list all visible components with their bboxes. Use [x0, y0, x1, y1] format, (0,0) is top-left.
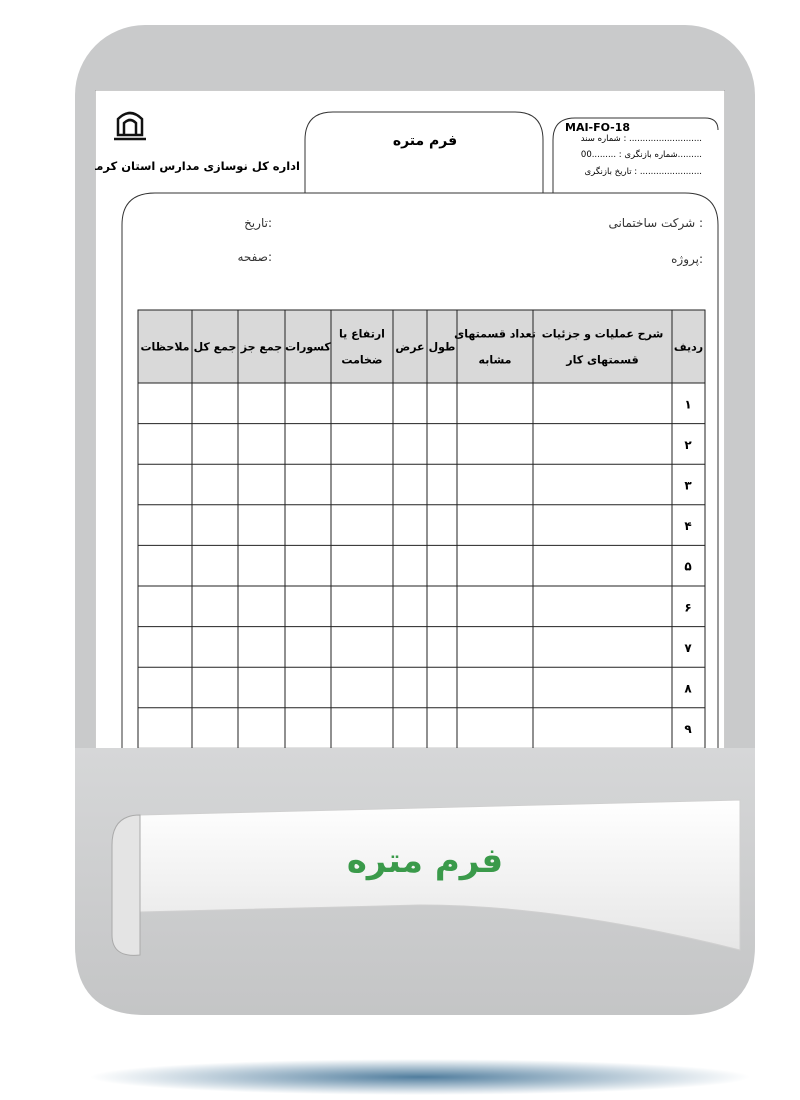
column-header: جمع جز [240, 341, 282, 354]
revision-date: تاریخ بازنگری : ....................... [585, 166, 703, 177]
paper: اداره کل نوسازی مدارس استان کرمان فرم مت… [82, 90, 725, 750]
banner-label: فرم متره [347, 841, 503, 881]
row-number: ۳ [684, 479, 692, 493]
column-header: مشابه [479, 354, 512, 367]
title-tab [304, 111, 544, 193]
column-header: جمع کل [194, 341, 237, 354]
column-header: شرح عملیات و جزئیات [542, 328, 664, 341]
page-field: صفحه: [238, 250, 273, 264]
form-title: فرم متره [393, 133, 457, 149]
column-header: تعداد قسمتهای [454, 328, 536, 341]
organization: اداره کل نوسازی مدارس استان کرمان [82, 159, 300, 174]
form-border [121, 192, 719, 750]
column-header: کسورات [285, 341, 331, 354]
row-number: ۶ [684, 600, 691, 614]
ribbon [139, 799, 741, 951]
revision-number: شماره بازنگری : .........00......... [581, 149, 702, 160]
logo [114, 111, 146, 141]
company-field: شرکت ساختمانی : [608, 216, 703, 231]
column-header: ملاحظات [141, 341, 190, 354]
row-number: ۸ [684, 682, 692, 696]
date-field: تاریخ: [244, 216, 272, 231]
document-code: MAI-FO-18 [565, 121, 630, 134]
row-number: ۹ [684, 722, 692, 736]
paper-sheet [95, 90, 725, 750]
row-number: ۱ [684, 397, 691, 411]
ribbon-curl [111, 814, 141, 956]
column-header: ارتفاع یا [339, 328, 385, 341]
measurement-table: ردیف شرح عملیات و جزئیات قسمتهای کار تعداد … [137, 309, 706, 750]
column-header: ردیف [674, 341, 703, 354]
column-header: طول [429, 341, 456, 354]
column-header: ضخامت [341, 354, 382, 367]
row-number: ۲ [684, 438, 692, 452]
project-field: پروژه: [671, 252, 703, 267]
info-tab [552, 117, 719, 193]
row-number: ۷ [684, 641, 692, 655]
drop-shadow [90, 1059, 750, 1095]
row-number: ۴ [684, 519, 691, 533]
column-header: عرض [395, 341, 424, 354]
document-number: شماره سند : ........................... [581, 134, 702, 144]
column-header: قسمتهای کار [565, 354, 638, 367]
row-number: ۵ [684, 560, 691, 574]
